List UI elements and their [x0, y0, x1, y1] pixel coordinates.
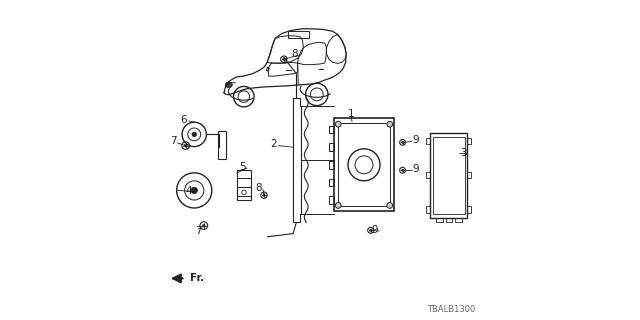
Text: 3: 3: [460, 148, 467, 158]
Circle shape: [202, 224, 205, 227]
Bar: [288, 31, 309, 38]
Bar: [329, 161, 334, 169]
Circle shape: [283, 58, 285, 60]
Bar: [445, 218, 452, 222]
Circle shape: [335, 121, 341, 127]
Text: 1: 1: [348, 108, 355, 119]
Bar: [237, 170, 252, 200]
Circle shape: [387, 121, 393, 127]
Text: TBALB1300: TBALB1300: [427, 305, 475, 314]
Circle shape: [192, 132, 196, 137]
Circle shape: [401, 169, 404, 171]
Text: 5: 5: [239, 162, 246, 172]
Text: 4: 4: [186, 186, 192, 196]
Circle shape: [191, 187, 198, 194]
Circle shape: [387, 203, 393, 208]
Circle shape: [401, 141, 404, 143]
Circle shape: [263, 194, 265, 196]
Circle shape: [184, 144, 187, 147]
Text: 6: 6: [180, 115, 187, 125]
Bar: [329, 126, 334, 133]
Bar: [426, 206, 430, 213]
Bar: [426, 138, 430, 144]
Text: 9: 9: [372, 225, 378, 235]
Bar: [329, 179, 334, 186]
Bar: [467, 206, 471, 213]
Text: 9: 9: [413, 164, 419, 174]
Bar: [456, 218, 462, 222]
Bar: [334, 118, 394, 211]
Text: 9: 9: [413, 135, 419, 145]
Ellipse shape: [225, 82, 232, 88]
Bar: [467, 138, 471, 144]
Bar: [430, 133, 467, 218]
Bar: [426, 172, 430, 179]
Circle shape: [335, 203, 341, 208]
FancyArrowPatch shape: [173, 275, 183, 282]
Bar: [329, 143, 334, 151]
Bar: [433, 137, 465, 214]
Text: 8: 8: [255, 183, 262, 193]
Bar: [338, 123, 390, 206]
Text: 7: 7: [195, 226, 202, 236]
Text: 8: 8: [292, 49, 298, 59]
Text: 2: 2: [270, 139, 277, 149]
Circle shape: [369, 229, 372, 231]
Text: Fr.: Fr.: [189, 273, 204, 284]
Bar: [218, 131, 226, 159]
Bar: [329, 196, 334, 204]
Text: 7: 7: [170, 136, 177, 147]
Bar: [436, 218, 443, 222]
Bar: [467, 172, 471, 179]
